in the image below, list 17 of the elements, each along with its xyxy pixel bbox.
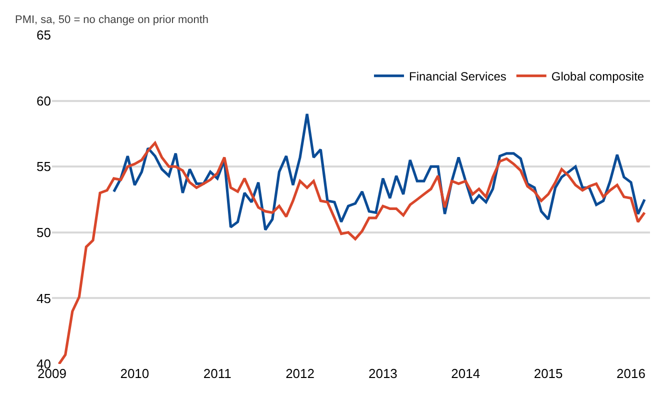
legend-label: Global composite — [551, 70, 644, 84]
x-tick-label: 2014 — [451, 366, 480, 381]
y-tick-label: 55 — [36, 159, 51, 174]
x-tick-label: 2012 — [286, 366, 314, 381]
line-series — [58, 142, 646, 364]
y-tick-label: 60 — [36, 93, 51, 108]
x-tick-label: 2013 — [368, 366, 398, 381]
x-tick-label: 2011 — [203, 366, 232, 381]
x-tick-label: 2010 — [120, 366, 150, 381]
y-tick-label: 45 — [36, 290, 51, 306]
y-tick-label: 50 — [36, 224, 51, 240]
x-tick-label: 2015 — [534, 366, 563, 381]
y-axis-title: PMI, sa, 50 = no change on prior month — [15, 14, 209, 26]
line-series — [112, 112, 646, 232]
legend-label: Financial Services — [409, 70, 506, 84]
y-tick-label: 65 — [36, 28, 51, 43]
x-tick-label: 2016 — [616, 366, 646, 381]
